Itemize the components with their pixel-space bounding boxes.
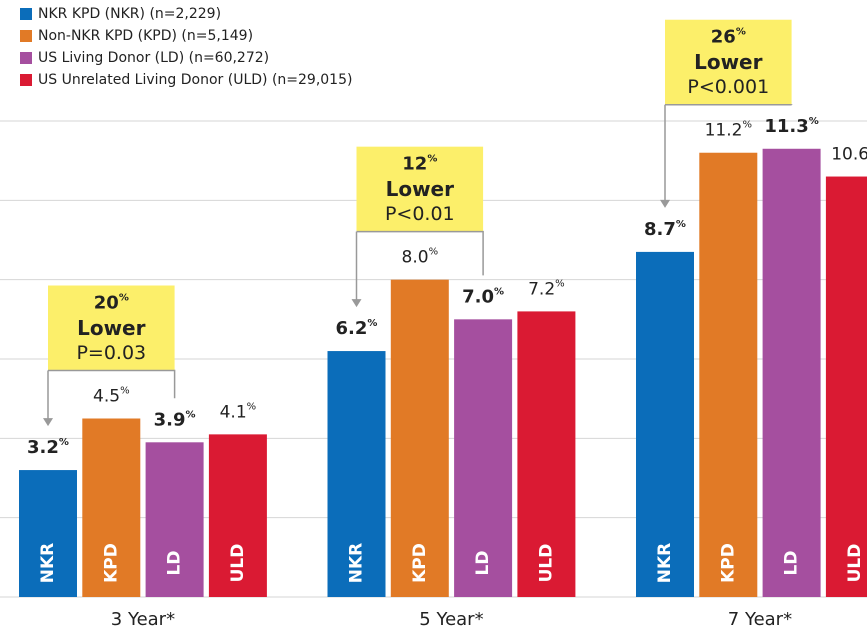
bar-abbrev: LD xyxy=(782,551,802,576)
label-number: 6.2 xyxy=(336,318,368,339)
bar-abbrev: KPD xyxy=(410,543,430,583)
legend-swatch xyxy=(20,30,32,42)
value-label: 7.0% xyxy=(462,286,504,307)
x-tick-label: 5 Year* xyxy=(419,609,483,630)
value-label: 11.3% xyxy=(764,116,818,137)
value-label: 8.7% xyxy=(644,219,686,240)
bar xyxy=(454,319,513,597)
legend-swatch xyxy=(20,8,32,20)
legend-label: NKR KPD (NKR) (n=2,229) xyxy=(38,6,221,22)
bar xyxy=(327,351,386,597)
label-number: 7.0 xyxy=(462,286,494,307)
value-label: 6.2% xyxy=(336,318,378,339)
value-label: 8.0% xyxy=(402,247,439,268)
bar xyxy=(825,176,867,598)
label-number: 10.6 xyxy=(831,145,867,165)
annotation-box xyxy=(48,285,175,371)
label-suffix: % xyxy=(120,386,130,397)
label-number: 12 xyxy=(402,154,427,175)
bar xyxy=(699,152,758,597)
annotation-p: P<0.01 xyxy=(385,203,455,225)
label-suffix: % xyxy=(809,116,819,127)
value-label: 7.2% xyxy=(528,278,565,299)
x-tick-label: 7 Year* xyxy=(728,609,792,630)
label-suffix: % xyxy=(427,154,437,165)
label-suffix: % xyxy=(186,409,196,420)
bracket xyxy=(355,230,484,302)
legend-label: US Unrelated Living Donor (ULD) (n=29,01… xyxy=(38,72,352,88)
value-label: 3.2% xyxy=(27,437,69,458)
bar-abbrev: NKR xyxy=(38,543,58,584)
label-number: 11.2 xyxy=(705,121,743,141)
label-suffix: % xyxy=(736,27,746,38)
bar-abbrev: ULD xyxy=(536,544,556,583)
bracket xyxy=(664,103,793,202)
legend-label: US Living Donor (LD) (n=60,272) xyxy=(38,50,269,66)
annotation-pct: 12% xyxy=(402,154,437,175)
annotation-box xyxy=(356,146,484,232)
bracket xyxy=(47,369,176,421)
label-suffix: % xyxy=(555,278,565,289)
bracket-arrow xyxy=(351,299,362,308)
bar xyxy=(762,148,821,597)
value-label: 4.5% xyxy=(93,386,130,407)
bar xyxy=(517,311,576,597)
label-number: 26 xyxy=(711,27,736,48)
label-suffix: % xyxy=(367,318,377,329)
label-suffix: % xyxy=(742,120,752,131)
value-label: 4.1% xyxy=(220,401,257,422)
legend-swatch xyxy=(20,52,32,64)
bracket-arrow xyxy=(660,199,670,208)
bar xyxy=(82,418,141,597)
annotation-p: P=0.03 xyxy=(76,342,146,364)
label-number: 8.7 xyxy=(644,219,676,240)
annotation-text: Lower xyxy=(77,316,146,340)
label-suffix: % xyxy=(429,247,439,258)
bar-abbrev: LD xyxy=(165,551,185,576)
bar-abbrev: ULD xyxy=(845,544,865,583)
label-suffix: % xyxy=(676,219,686,230)
annotation-text: Lower xyxy=(694,50,763,74)
bracket-arrow xyxy=(43,418,53,427)
label-suffix: % xyxy=(494,286,504,297)
value-label: 3.9% xyxy=(154,409,196,430)
bar xyxy=(390,279,449,597)
annotation-text: Lower xyxy=(386,177,455,201)
label-number: 20 xyxy=(94,293,119,314)
bar-abbrev: LD xyxy=(473,551,493,576)
label-suffix: % xyxy=(59,437,69,448)
label-number: 3.9 xyxy=(154,409,186,430)
annotation-p: P<0.001 xyxy=(687,76,769,98)
annotation-pct: 26% xyxy=(711,27,746,48)
bar xyxy=(636,251,694,597)
label-number: 3.2 xyxy=(27,437,59,458)
value-label: 10.6% xyxy=(831,144,867,165)
bar-abbrev: KPD xyxy=(718,543,738,583)
label-number: 4.5 xyxy=(93,387,120,407)
label-suffix: % xyxy=(247,401,257,412)
bar-abbrev: ULD xyxy=(228,544,248,583)
label-number: 7.2 xyxy=(528,279,555,299)
bar-abbrev: NKR xyxy=(655,543,675,584)
bar xyxy=(145,442,204,597)
annotation-box xyxy=(665,19,792,105)
legend-label: Non-NKR KPD (KPD) (n=5,149) xyxy=(38,28,253,44)
bar xyxy=(208,434,267,597)
label-number: 8.0 xyxy=(402,248,429,268)
value-label: 11.2% xyxy=(705,120,752,141)
label-number: 4.1 xyxy=(220,402,247,422)
legend-swatch xyxy=(20,74,32,86)
bar-abbrev: NKR xyxy=(347,543,367,584)
x-tick-label: 3 Year* xyxy=(111,609,175,630)
label-number: 11.3 xyxy=(764,116,808,137)
label-suffix: % xyxy=(119,293,129,304)
bar xyxy=(19,470,77,597)
annotation-pct: 20% xyxy=(94,293,129,314)
bar-abbrev: KPD xyxy=(101,543,121,583)
